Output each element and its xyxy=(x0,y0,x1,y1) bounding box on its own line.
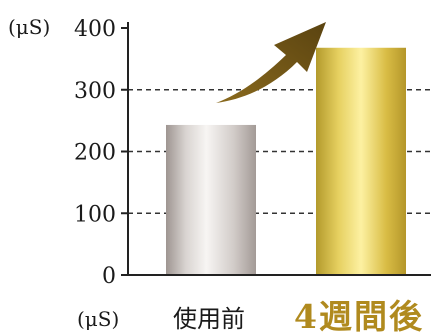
bar-after-4-weeks xyxy=(316,47,406,276)
category-label-after-4-weeks: 4週間後 xyxy=(294,297,424,335)
y-tick-label: 100 xyxy=(74,202,116,227)
x-category-labels: 使用前 4週間後 xyxy=(173,297,424,335)
y-tick-labels: 0 100 200 300 400 xyxy=(74,17,128,289)
y-tick-label: 400 xyxy=(74,17,116,42)
bar-before xyxy=(166,124,256,275)
increase-arrow xyxy=(216,22,326,103)
x-axis-unit-label: (μS) xyxy=(77,307,119,331)
y-axis-unit-label: (μS) xyxy=(8,15,50,39)
y-tick-label: 0 xyxy=(102,264,116,289)
y-tick-label: 200 xyxy=(74,141,116,166)
category-label-before: 使用前 xyxy=(173,305,245,333)
y-tick-label: 300 xyxy=(74,79,116,104)
bars xyxy=(166,47,406,276)
